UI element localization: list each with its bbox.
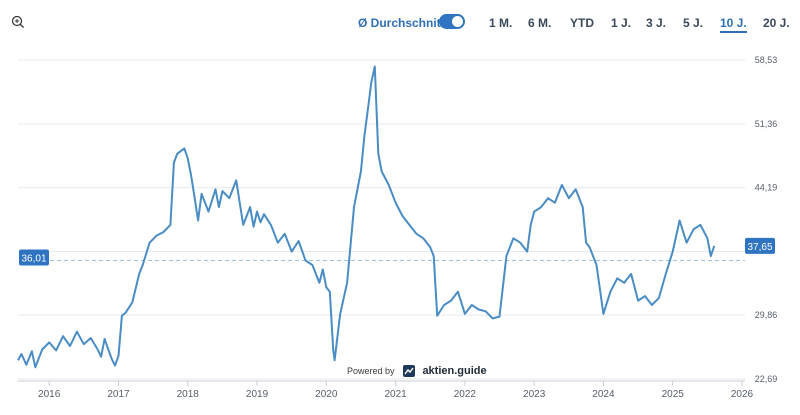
x-tick-label: 2025 <box>662 389 685 400</box>
last-price-badge: 37,65 <box>745 237 775 254</box>
range-20y-button[interactable]: 20 J. <box>763 16 790 30</box>
aktien-guide-logo-icon <box>402 364 415 377</box>
grid-lines <box>18 59 745 382</box>
x-tick-label: 2024 <box>592 389 615 400</box>
y-tick-label: 51,36 <box>755 119 778 129</box>
y-tick-label: 44,19 <box>755 183 778 193</box>
x-tick-label: 2026 <box>731 389 754 400</box>
average-toggle-label: Ø Durchschnitt <box>358 16 445 30</box>
brand-name: aktien.guide <box>422 364 487 377</box>
range-1m-button[interactable]: 1 M. <box>489 16 513 30</box>
powered-by-watermark: Powered by aktien.guide <box>347 362 487 377</box>
x-tick-label: 2017 <box>107 389 130 400</box>
y-axis-labels: 58,53 51,36 44,19 29,86 22,69 <box>755 55 778 384</box>
powered-by-text: Powered by <box>347 365 395 376</box>
x-tick-label: 2023 <box>523 389 546 400</box>
range-10y-button[interactable]: 10 J. <box>720 16 747 33</box>
toggle-knob <box>452 16 463 27</box>
range-5y-button[interactable]: 5 J. <box>683 16 704 30</box>
x-axis-labels: 2016 2017 2018 2019 2020 2021 2022 2023 2024 2025… <box>38 381 754 400</box>
average-value-label: 36,01 <box>21 253 46 264</box>
range-1y-button[interactable]: 1 J. <box>611 16 632 30</box>
range-ytd-button[interactable]: YTD <box>570 16 594 30</box>
x-tick-label: 2016 <box>38 389 61 400</box>
average-badge: 36,01 <box>19 249 49 266</box>
x-tick-label: 2022 <box>454 389 477 400</box>
range-6m-button[interactable]: 6 M. <box>528 16 552 30</box>
zoom-icon[interactable] <box>11 15 25 29</box>
price-series-line <box>17 65 716 369</box>
chart-toolbar: Ø Durchschnitt 1 M. 6 M. YTD 1 J. 3 J. 5… <box>0 0 800 44</box>
x-tick-label: 2021 <box>384 389 407 400</box>
x-tick-label: 2019 <box>246 389 269 400</box>
last-price-label: 37,65 <box>747 242 772 253</box>
y-tick-label: 58,53 <box>755 55 778 65</box>
average-toggle[interactable] <box>439 14 465 29</box>
y-tick-label: 22,69 <box>755 374 778 384</box>
x-tick-label: 2018 <box>177 389 200 400</box>
y-tick-label: 29,86 <box>755 310 778 320</box>
x-tick-label: 2020 <box>315 389 338 400</box>
range-3y-button[interactable]: 3 J. <box>646 16 667 30</box>
